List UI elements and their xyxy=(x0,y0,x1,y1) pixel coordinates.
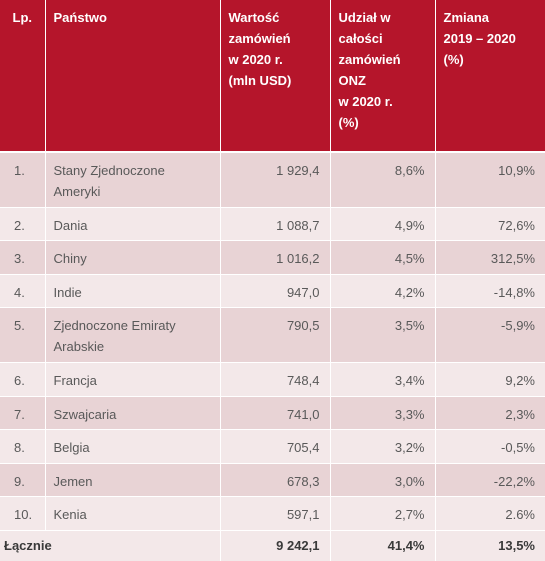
row-country: Kenia xyxy=(44,495,220,530)
row-lp: 8. xyxy=(0,428,45,463)
header-share: Udział w całości zamówień ONZ w 2020 r. … xyxy=(329,0,435,152)
row-lp: 3. xyxy=(0,239,45,274)
header-row: Lp. Państwo Wartość zamówień w 2020 r. (… xyxy=(0,0,545,152)
row-country: Stany Zjednoczone Ameryki xyxy=(44,151,220,207)
row-change: -0,5% xyxy=(434,428,545,463)
row-country: Indie xyxy=(44,273,220,307)
row-share: 4,5% xyxy=(329,239,435,274)
total-label: Łącznie xyxy=(0,529,220,561)
header-value: Wartość zamówień w 2020 r. (mln USD) xyxy=(219,0,330,152)
row-country: Francja xyxy=(44,361,220,396)
row-value: 705,4 xyxy=(219,428,330,463)
row-share: 3,3% xyxy=(329,395,435,429)
row-lp: 9. xyxy=(0,462,45,496)
row-value: 1 088,7 xyxy=(219,206,330,240)
table-row: 7. Szwajcaria 741,0 3,3% 2,3% xyxy=(0,395,545,429)
header-lp: Lp. xyxy=(0,0,45,152)
row-change: 2,3% xyxy=(434,395,545,429)
row-change: 2.6% xyxy=(434,495,545,530)
row-value: 678,3 xyxy=(219,462,330,496)
row-country: Zjednoczone Emiraty Arabskie xyxy=(44,306,220,362)
row-lp: 6. xyxy=(0,361,45,396)
table-row: 1. Stany Zjednoczone Ameryki 1 929,4 8,6… xyxy=(0,151,545,207)
row-share: 3,4% xyxy=(329,361,435,396)
table-row: 4. Indie 947,0 4,2% -14,8% xyxy=(0,273,545,307)
row-share: 8,6% xyxy=(329,151,435,207)
table-row: 9. Jemen 678,3 3,0% -22,2% xyxy=(0,462,545,496)
row-lp: 7. xyxy=(0,395,45,429)
row-lp: 10. xyxy=(0,495,45,530)
row-lp: 2. xyxy=(0,206,45,240)
row-share: 3,5% xyxy=(329,306,435,362)
row-lp: 4. xyxy=(0,273,45,307)
row-country: Dania xyxy=(44,206,220,240)
total-change: 13,5% xyxy=(434,529,545,561)
row-country: Szwajcaria xyxy=(44,395,220,429)
row-share: 3,2% xyxy=(329,428,435,463)
row-change: 72,6% xyxy=(434,206,545,240)
table-row: 3. Chiny 1 016,2 4,5% 312,5% xyxy=(0,239,545,274)
row-country: Jemen xyxy=(44,462,220,496)
header-change: Zmiana 2019 – 2020 (%) xyxy=(434,0,545,152)
row-change: 9,2% xyxy=(434,361,545,396)
total-share: 41,4% xyxy=(329,529,435,561)
row-value: 1 016,2 xyxy=(219,239,330,274)
row-country: Chiny xyxy=(44,239,220,274)
table-row: 6. Francja 748,4 3,4% 9,2% xyxy=(0,361,545,396)
row-share: 3,0% xyxy=(329,462,435,496)
row-share: 4,2% xyxy=(329,273,435,307)
total-row: Łącznie 9 242,1 41,4% 13,5% xyxy=(0,529,545,561)
row-share: 4,9% xyxy=(329,206,435,240)
row-value: 741,0 xyxy=(219,395,330,429)
row-value: 790,5 xyxy=(219,306,330,362)
table-row: 8. Belgia 705,4 3,2% -0,5% xyxy=(0,428,545,463)
table-row: 5. Zjednoczone Emiraty Arabskie 790,5 3,… xyxy=(0,306,545,362)
row-value: 1 929,4 xyxy=(219,151,330,207)
header-country: Państwo xyxy=(44,0,220,152)
row-change: -5,9% xyxy=(434,306,545,362)
table-row: 10. Kenia 597,1 2,7% 2.6% xyxy=(0,495,545,530)
row-change: -14,8% xyxy=(434,273,545,307)
row-change: -22,2% xyxy=(434,462,545,496)
row-lp: 5. xyxy=(0,306,45,362)
row-country: Belgia xyxy=(44,428,220,463)
row-value: 947,0 xyxy=(219,273,330,307)
row-lp: 1. xyxy=(0,151,45,207)
total-value: 9 242,1 xyxy=(219,529,330,561)
table-row: 2. Dania 1 088,7 4,9% 72,6% xyxy=(0,206,545,240)
row-value: 597,1 xyxy=(219,495,330,530)
row-share: 2,7% xyxy=(329,495,435,530)
row-change: 10,9% xyxy=(434,151,545,207)
row-change: 312,5% xyxy=(434,239,545,274)
row-value: 748,4 xyxy=(219,361,330,396)
